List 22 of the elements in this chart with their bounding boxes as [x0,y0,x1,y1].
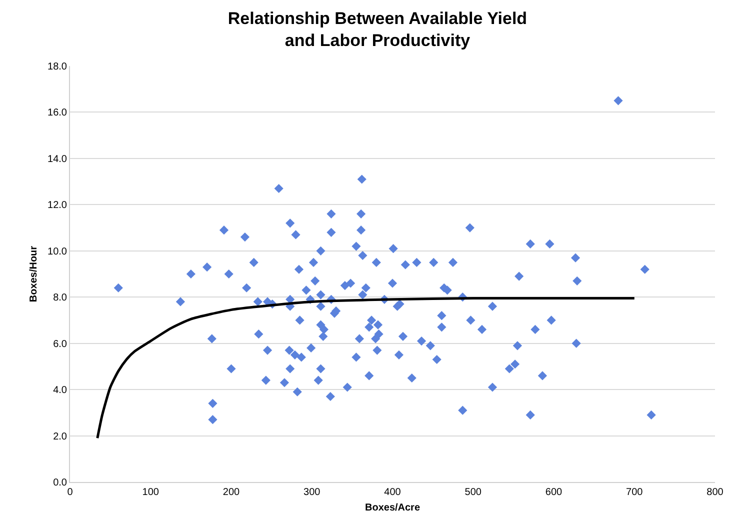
y-tick-label: 16.0 [48,108,68,119]
y-tick-label: 4.0 [53,385,68,396]
x-tick-label: 400 [384,487,402,498]
x-tick-label: 800 [706,487,724,498]
y-tick-label: 2.0 [53,431,68,442]
y-tick-label: 6.0 [53,338,68,350]
y-tick-label: 0.0 [53,478,68,488]
y-tick-label: 14.0 [48,154,68,165]
x-tick-label: 500 [464,487,482,498]
x-tick-label: 700 [626,487,644,498]
x-tick-label: 200 [222,487,240,498]
y-axis-title: Boxes/Hour [28,246,40,302]
x-tick-label: 300 [304,487,321,498]
x-tick-label: 100 [142,487,160,498]
x-tick-label: 0 [67,487,74,498]
y-tick-label: 10.0 [48,246,68,258]
y-tick-label: 18.0 [48,62,68,72]
x-axis-title: Boxes/Acre [364,502,420,514]
x-tick-label: 600 [545,487,563,498]
chart-title: Relationship Between Available Yield and Labor Productivity [228,8,528,50]
y-tick-label: 12.0 [48,200,68,212]
y-tick-label: 8.0 [53,292,68,304]
